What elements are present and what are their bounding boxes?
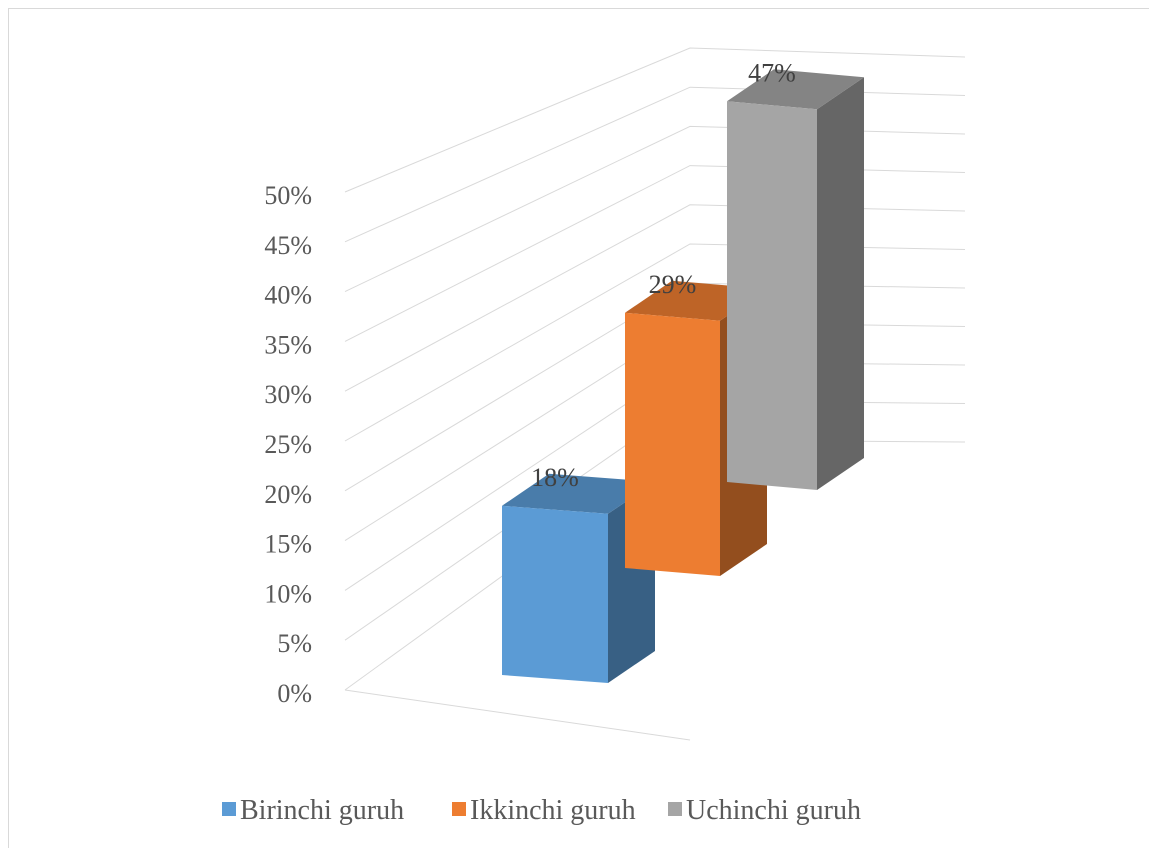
floor-edge: [344, 689, 691, 741]
grid-line: [344, 125, 966, 293]
grid-line: [344, 86, 966, 243]
legend-swatch: [222, 802, 236, 816]
legend-swatch: [452, 802, 466, 816]
y-tick-label: 25%: [264, 430, 312, 459]
y-tick-label: 50%: [264, 181, 312, 210]
bar: [727, 101, 817, 491]
data-label: 29%: [649, 270, 697, 299]
legend-label: Uchinchi guruh: [686, 795, 861, 826]
bar-top: [502, 473, 655, 514]
bar-top: [727, 69, 864, 110]
y-tick-label: 45%: [264, 231, 312, 260]
legend-swatch: [668, 802, 682, 816]
y-tick-label: 35%: [264, 330, 312, 359]
bar-side: [817, 77, 864, 491]
bar: [625, 312, 720, 576]
y-tick-label: 20%: [264, 480, 312, 509]
y-tick-label: 15%: [264, 530, 312, 559]
grid-line: [344, 243, 966, 442]
y-tick-label: 10%: [264, 579, 312, 608]
y-tick-label: 30%: [264, 380, 312, 409]
chart-border: [8, 8, 1149, 848]
y-tick-label: 5%: [277, 629, 312, 658]
grid-line: [344, 47, 966, 193]
legend-label: Birinchi guruh: [240, 795, 404, 826]
y-tick-label: 40%: [264, 281, 312, 310]
y-tick-label: 0%: [277, 679, 312, 708]
data-label: 47%: [748, 58, 796, 87]
grid-line: [344, 204, 966, 392]
bar: [502, 505, 608, 683]
grid-line: [344, 165, 966, 342]
legend-label: Ikkinchi guruh: [470, 795, 636, 826]
data-label: 18%: [531, 463, 579, 492]
